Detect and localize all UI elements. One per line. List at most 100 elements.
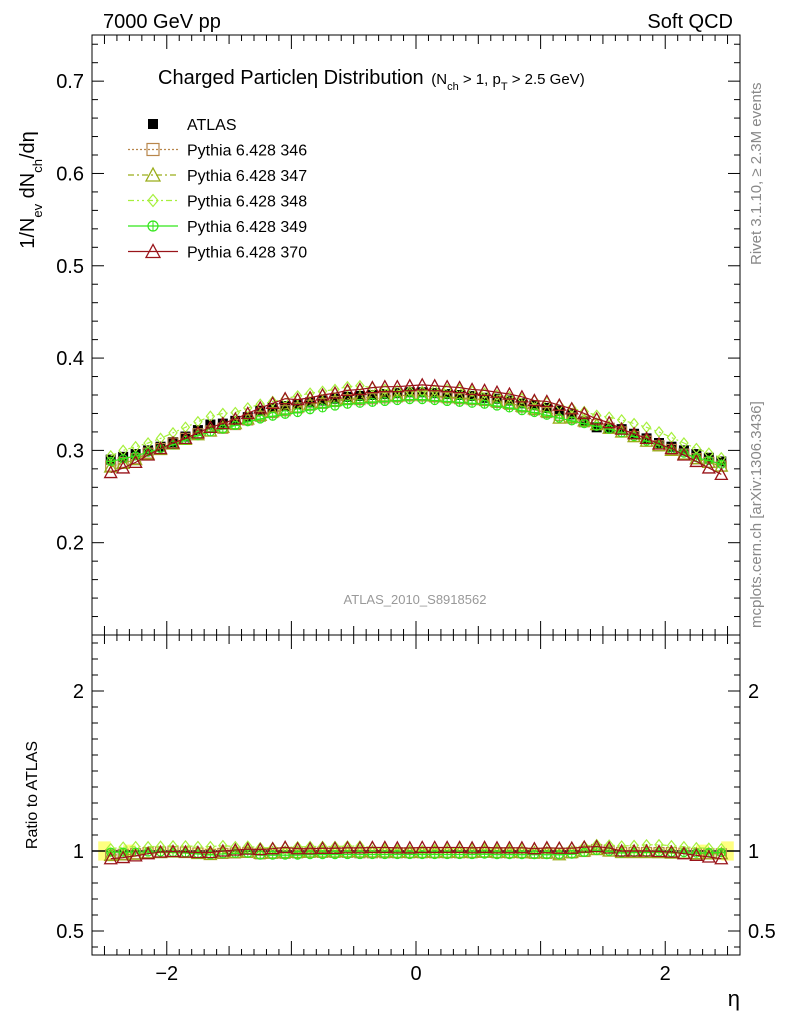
data-point [567, 416, 577, 426]
data-point [392, 388, 403, 399]
data-point [380, 383, 390, 396]
ratio-point [215, 843, 230, 857]
data-point [228, 411, 243, 425]
ratio-point [305, 850, 315, 860]
ratio-series-pythia-6-428-370 [103, 839, 729, 865]
ratio-y-tick-label-right: 0.5 [748, 921, 776, 943]
ratio-y-tick-label-right: 2 [748, 681, 759, 703]
data-point [591, 409, 602, 422]
ratio-point [392, 849, 402, 860]
ratio-line [110, 845, 722, 860]
ratio-y-tick-label: 1 [73, 841, 84, 863]
data-point [479, 387, 490, 400]
data-point [278, 391, 293, 405]
data-point [579, 405, 589, 418]
ratio-point [479, 849, 490, 859]
ratio-point [253, 842, 268, 856]
x-axis-label: η [728, 986, 740, 1011]
data-point [230, 415, 241, 426]
ratio-point [377, 840, 392, 854]
data-point [529, 407, 539, 418]
data-point [355, 379, 365, 392]
ratio-point [464, 840, 480, 854]
data-point [106, 456, 116, 467]
data-point [442, 396, 452, 407]
data-point [302, 390, 318, 404]
ratio-point [402, 840, 417, 854]
x-tick-label: 0 [410, 963, 421, 985]
data-point [392, 384, 403, 397]
mcplots-label: mcplots.cern.ch [arXiv:1306.3436] [748, 401, 765, 628]
data-point [430, 395, 440, 406]
ratio-point [602, 840, 617, 854]
main-panel: 0.2 0.3 0.4 0.5 0.6 0.7 1/Nev dNch/dη Charged… [17, 34, 741, 636]
data-point [365, 380, 380, 394]
ratio-point [592, 845, 602, 856]
data-point [417, 395, 427, 405]
analysis-watermark: ATLAS_2010_S8918562 [344, 592, 487, 607]
data-point [128, 455, 143, 469]
y-tick-label: 0.2 [56, 533, 84, 555]
data-point [342, 391, 353, 402]
ratio-point [342, 849, 353, 860]
ratio-point [554, 850, 564, 860]
data-point [464, 382, 480, 396]
data-point [392, 395, 402, 406]
ratio-point [243, 848, 253, 858]
data-point [190, 425, 206, 439]
chart-title-suffix: (Nch > 1, pT > 2.5 GeV) [431, 71, 584, 93]
data-point [354, 390, 365, 401]
data-point [330, 401, 340, 411]
data-point [554, 413, 564, 423]
ratio-point [230, 848, 240, 859]
data-point [542, 410, 552, 420]
ratio-point [178, 844, 193, 858]
ratio-point [492, 849, 502, 860]
ratio-point [240, 841, 255, 855]
main-y-axis-label: 1/Nev dNch/dη [17, 131, 45, 249]
data-point [617, 428, 627, 438]
data-point [514, 389, 530, 403]
ratio-point [355, 849, 365, 860]
legend-item: Pythia 6.428 347 [128, 166, 307, 185]
data-point [477, 383, 492, 397]
ratio-point [529, 850, 539, 860]
header-right: Soft QCD [647, 11, 733, 33]
legend-label: Pythia 6.428 348 [187, 194, 307, 211]
data-point [442, 383, 452, 396]
data-point [342, 380, 353, 393]
data-point [405, 395, 415, 405]
data-point [153, 441, 168, 455]
legend-label: Pythia 6.428 346 [187, 143, 307, 160]
ratio-point [352, 840, 368, 854]
ratio-point [542, 850, 552, 860]
x-tick-label: 2 [660, 963, 671, 985]
data-point [492, 401, 502, 411]
data-point [268, 411, 278, 421]
legend-label: Pythia 6.428 349 [187, 219, 307, 236]
ratio-point [664, 844, 679, 858]
ratio-point [278, 839, 293, 853]
ratio-point [268, 850, 278, 860]
ratio-point [265, 841, 280, 855]
data-point [203, 419, 218, 433]
ratio-point [517, 850, 527, 860]
data-point [616, 413, 627, 426]
data-point [330, 383, 340, 396]
ratio-point [327, 840, 343, 854]
header-left: 7000 GeV pp [103, 11, 221, 33]
ratio-point [116, 850, 131, 864]
data-point [230, 420, 240, 431]
data-point [352, 382, 368, 396]
legend-marker [144, 166, 162, 182]
ratio-point [714, 851, 729, 865]
ratio-point [140, 846, 156, 860]
data-point [552, 397, 567, 411]
data-point [380, 396, 390, 407]
ratio-point [165, 844, 181, 858]
y-tick-label: 0.3 [56, 440, 84, 462]
ratio-point [365, 840, 380, 854]
ratio-point [527, 841, 542, 855]
ratio-line [110, 843, 722, 852]
ratio-point [427, 840, 442, 854]
